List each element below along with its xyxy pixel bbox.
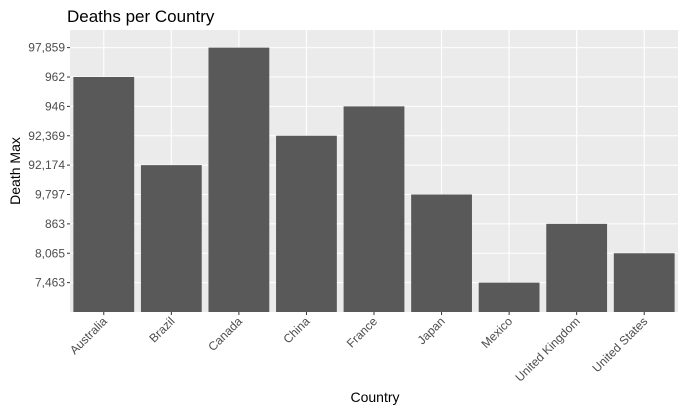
x-axis-title: Country <box>350 389 399 405</box>
x-tick-label: Japan <box>415 314 448 347</box>
y-tick-label: 962 <box>45 70 65 84</box>
y-tick-label: 92,174 <box>28 158 65 172</box>
y-tick-label: 8,065 <box>35 246 65 260</box>
y-axis-title: Death Max <box>7 137 23 205</box>
y-tick-label: 863 <box>45 217 65 231</box>
x-tick-label: Brazil <box>146 314 177 345</box>
bar <box>140 165 202 312</box>
bar <box>343 106 405 312</box>
x-tick-label: China <box>280 314 312 346</box>
x-tick-label: France <box>344 314 381 351</box>
chart-title: Deaths per Country <box>67 7 215 26</box>
y-tick-label: 9,797 <box>35 188 65 202</box>
bar <box>411 194 472 312</box>
bar <box>276 135 337 312</box>
bar <box>478 282 540 312</box>
x-tick-label: Canada <box>205 314 245 354</box>
bar <box>546 223 608 312</box>
y-tick-label: 7,463 <box>35 276 65 290</box>
bar <box>613 253 675 312</box>
x-tick-label: Mexico <box>478 314 515 351</box>
x-tick-label: United States <box>589 314 650 375</box>
x-tick-label: United Kingdom <box>513 314 583 384</box>
bar <box>208 47 270 312</box>
y-tick-label: 92,369 <box>28 129 65 143</box>
y-tick-label: 97,859 <box>28 41 65 55</box>
x-tick-label: Australia <box>67 314 110 357</box>
bar <box>73 77 135 312</box>
y-tick-label: 946 <box>45 99 65 113</box>
